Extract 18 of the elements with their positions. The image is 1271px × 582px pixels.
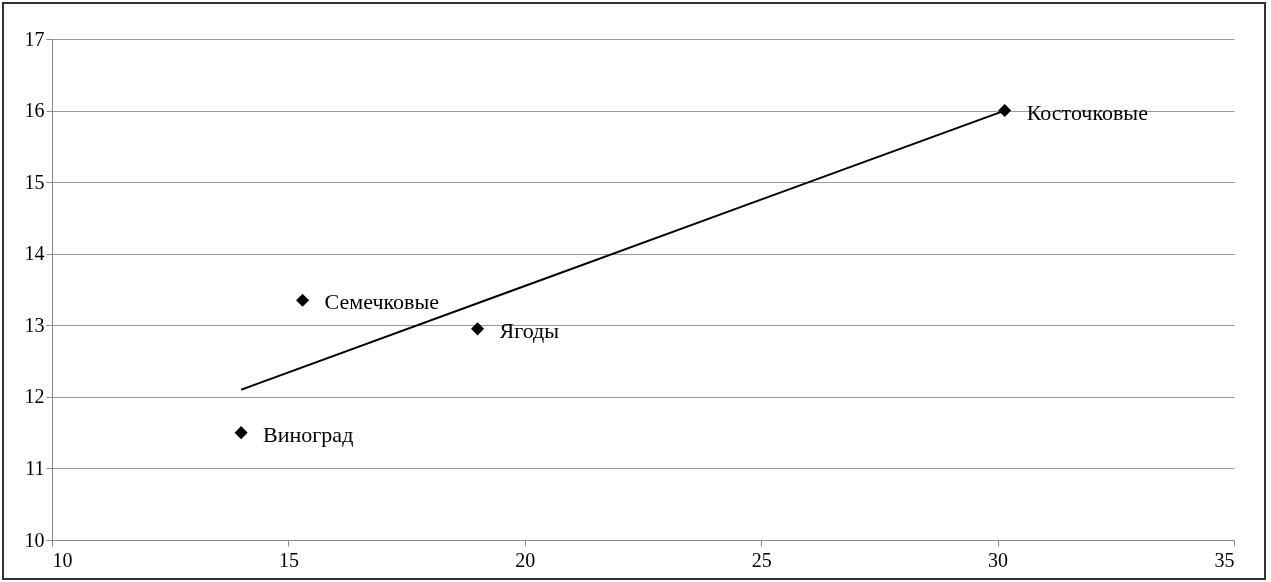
annotation: Косточковые (1026, 99, 1148, 125)
x-tick-label: 30 (988, 548, 1009, 571)
y-tick-label: 11 (25, 456, 45, 479)
y-tick-label: 14 (24, 242, 45, 265)
y-tick-label: 10 (24, 528, 45, 551)
y-tick-label: 15 (24, 170, 45, 193)
annotation: Семечковые (324, 289, 440, 315)
y-tick-label: 17 (24, 27, 45, 50)
y-tick-label: 12 (24, 385, 45, 408)
x-tick-label: 25 (751, 548, 772, 571)
y-tick-label: 13 (24, 313, 45, 336)
x-tick-label: 35 (1214, 548, 1235, 571)
annotation: Виноград (263, 421, 354, 447)
x-tick-label: 20 (515, 548, 536, 571)
y-tick-label: 16 (24, 99, 45, 122)
x-tick-label: 15 (278, 548, 299, 571)
annotation: Ягоды (499, 317, 560, 343)
x-tick-label: 10 (52, 548, 73, 571)
